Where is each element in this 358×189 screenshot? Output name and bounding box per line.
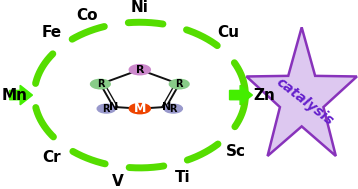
Text: M: M <box>134 102 146 115</box>
Text: catalysis: catalysis <box>274 75 337 129</box>
Text: Ti: Ti <box>175 170 190 185</box>
Text: Fe: Fe <box>42 25 62 40</box>
Text: R: R <box>97 79 104 89</box>
Circle shape <box>129 65 150 75</box>
Text: Cu: Cu <box>217 25 239 40</box>
Text: Ni: Ni <box>131 0 149 15</box>
Text: V: V <box>112 174 124 189</box>
Circle shape <box>169 79 189 89</box>
Text: R: R <box>175 79 183 89</box>
Text: R: R <box>169 104 177 114</box>
Circle shape <box>97 104 116 113</box>
Polygon shape <box>246 27 357 156</box>
Circle shape <box>129 104 150 114</box>
Text: Zn: Zn <box>254 88 276 103</box>
Text: Cr: Cr <box>42 150 61 165</box>
Text: N: N <box>161 102 171 112</box>
FancyArrow shape <box>10 85 33 105</box>
Text: R: R <box>136 65 144 75</box>
Circle shape <box>91 79 110 89</box>
Text: Mn: Mn <box>2 88 28 103</box>
FancyArrow shape <box>229 85 252 105</box>
Circle shape <box>164 104 182 113</box>
Text: R: R <box>103 104 110 114</box>
Text: Co: Co <box>76 8 98 23</box>
Text: Sc: Sc <box>226 144 246 159</box>
Text: N: N <box>109 102 118 112</box>
